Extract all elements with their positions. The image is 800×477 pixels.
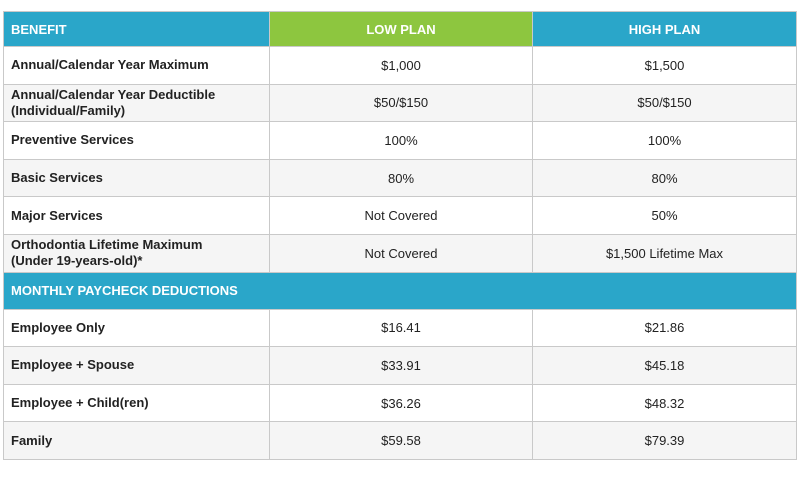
low-plan-value: $36.26 (269, 383, 533, 423)
low-plan-value: 100% (269, 121, 533, 160)
row-label: Employee + Child(ren) (3, 383, 270, 423)
row-label: Employee Only (3, 308, 270, 348)
high-plan-value: $50/$150 (532, 83, 797, 123)
table-row: Employee + Spouse $33.91 $45.18 (3, 346, 797, 385)
high-plan-value: $21.86 (532, 308, 797, 348)
row-label: Basic Services (3, 158, 270, 198)
high-plan-value: $79.39 (532, 421, 797, 460)
high-plan-value: 100% (532, 121, 797, 160)
row-label: Preventive Services (3, 121, 270, 160)
table-row: Employee + Child(ren) $36.26 $48.32 (3, 383, 797, 423)
row-label: Annual/Calendar Year Deductible (Individu… (3, 83, 270, 123)
table-row: Employee Only $16.41 $21.86 (3, 308, 797, 348)
low-plan-value: Not Covered (269, 233, 533, 273)
row-label: Annual/Calendar Year Maximum (3, 46, 270, 85)
section-row: MONTHLY PAYCHECK DEDUCTIONS (3, 271, 797, 310)
table-row: Annual/Calendar Year Maximum $1,000 $1,500 (3, 46, 797, 85)
low-plan-value: $50/$150 (269, 83, 533, 123)
low-plan-value: $16.41 (269, 308, 533, 348)
benefits-body: Annual/Calendar Year Maximum $1,000 $1,500… (3, 46, 797, 273)
low-plan-value: Not Covered (269, 196, 533, 235)
section-title: MONTHLY PAYCHECK DEDUCTIONS (3, 271, 797, 310)
high-plan-value: $1,500 Lifetime Max (532, 233, 797, 273)
row-label: Family (3, 421, 270, 460)
header-low-plan: LOW PLAN (269, 11, 533, 47)
header-high-plan: HIGH PLAN (532, 11, 797, 47)
deductions-body: Employee Only $16.41 $21.86 Employee + Spou… (3, 308, 797, 460)
table-row: Annual/Calendar Year Deductible (Individu… (3, 83, 797, 123)
table-row: Major Services Not Covered 50% (3, 196, 797, 235)
low-plan-value: $1,000 (269, 46, 533, 85)
header-benefit: BENEFIT (3, 11, 270, 47)
low-plan-value: $59.58 (269, 421, 533, 460)
low-plan-value: $33.91 (269, 346, 533, 385)
table-row: Preventive Services 100% 100% (3, 121, 797, 160)
benefits-table: BENEFIT LOW PLAN HIGH PLAN Annual/Calend… (3, 11, 797, 460)
low-plan-value: 80% (269, 158, 533, 198)
high-plan-value: $45.18 (532, 346, 797, 385)
table-row: Family $59.58 $79.39 (3, 421, 797, 460)
table-header-row: BENEFIT LOW PLAN HIGH PLAN (3, 11, 797, 47)
high-plan-value: 80% (532, 158, 797, 198)
table-row: Basic Services 80% 80% (3, 158, 797, 198)
row-label: Orthodontia Lifetime Maximum (Under 19-ye… (3, 233, 270, 273)
high-plan-value: $1,500 (532, 46, 797, 85)
high-plan-value: 50% (532, 196, 797, 235)
row-label: Employee + Spouse (3, 346, 270, 385)
table-row: Orthodontia Lifetime Maximum (Under 19-ye… (3, 233, 797, 273)
high-plan-value: $48.32 (532, 383, 797, 423)
row-label: Major Services (3, 196, 270, 235)
